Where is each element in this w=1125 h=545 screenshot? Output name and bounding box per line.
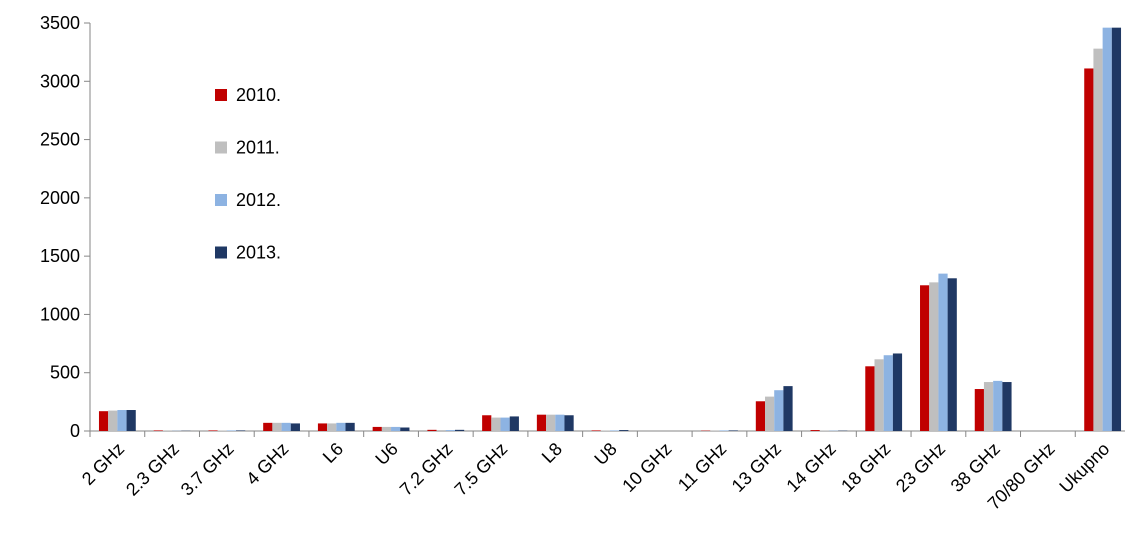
- bar: [491, 417, 501, 431]
- bar: [865, 366, 875, 431]
- bar: [482, 415, 492, 431]
- bar: [755, 401, 766, 431]
- bar: [117, 410, 127, 431]
- x-tick-label: L8: [538, 439, 566, 467]
- y-tick-label: 500: [50, 363, 80, 383]
- bar: [555, 414, 565, 431]
- bar: [317, 423, 328, 431]
- bar: [445, 430, 455, 431]
- legend-swatch: [215, 141, 227, 154]
- bar: [1084, 68, 1094, 431]
- x-tick-label: 13 GHz: [728, 439, 785, 496]
- x-tick-label: 7.2 GHz: [396, 439, 457, 500]
- bar: [546, 414, 556, 431]
- bar: [217, 430, 227, 431]
- bar: [1093, 48, 1103, 431]
- bar: [564, 415, 574, 431]
- bar: [974, 389, 984, 431]
- bar: [153, 430, 163, 431]
- bar: [208, 430, 218, 431]
- bar: [728, 430, 738, 431]
- bar: [126, 410, 136, 431]
- bar: [454, 429, 465, 431]
- bar: [600, 430, 610, 431]
- bar: [765, 396, 775, 431]
- y-tick-label: 2000: [40, 188, 80, 208]
- bar: [892, 353, 903, 431]
- bar: [427, 429, 437, 431]
- bar: [536, 414, 547, 431]
- bar: [810, 430, 820, 431]
- bar: [993, 380, 1003, 431]
- y-tick-label: 3500: [40, 13, 80, 33]
- bar: [281, 422, 291, 431]
- bar: [108, 410, 118, 431]
- bar: [327, 423, 337, 431]
- x-tick-label: 3.7 GHz: [177, 439, 238, 500]
- bar: [263, 422, 273, 431]
- bar: [783, 386, 793, 431]
- bar: [345, 422, 355, 431]
- bar: [509, 416, 519, 431]
- bar: [226, 430, 237, 431]
- bar: [436, 430, 446, 431]
- bar: [236, 430, 246, 431]
- bars: [98, 27, 1122, 432]
- bar: [774, 390, 784, 431]
- x-tick-label: U8: [590, 439, 620, 469]
- bar: [98, 411, 109, 431]
- bar: [1102, 27, 1112, 432]
- bar: [272, 422, 282, 431]
- legend-label: 2013.: [236, 243, 281, 263]
- bar: [1111, 27, 1122, 432]
- bar: [290, 423, 300, 431]
- x-tick-label: 7.5 GHz: [451, 439, 512, 500]
- bar: [874, 359, 884, 431]
- x-tick-label: 23 GHz: [892, 439, 949, 496]
- bar: [929, 282, 939, 431]
- bar: [381, 426, 392, 431]
- bar: [920, 285, 930, 431]
- bar: [619, 430, 629, 431]
- y-tick-label: 0: [70, 421, 80, 441]
- bar: [400, 427, 410, 431]
- y-tick-label: 1000: [40, 304, 80, 324]
- legend-label: 2011.: [236, 138, 280, 158]
- bar: [1002, 382, 1012, 431]
- y-tick-label: 3000: [40, 71, 80, 91]
- bar: [500, 417, 510, 431]
- bar: [938, 273, 948, 431]
- legend-label: 2012.: [236, 190, 281, 210]
- legend: 2010. 2011. 2012. 2013.: [215, 85, 281, 263]
- legend-swatch: [215, 89, 227, 101]
- bar: [372, 426, 382, 431]
- bar: [591, 430, 601, 431]
- legend-label: 2010.: [236, 85, 281, 105]
- x-tick-label: 14 GHz: [782, 439, 839, 496]
- x-tick-label: 10 GHz: [618, 439, 675, 496]
- x-tick-label: L6: [319, 439, 347, 467]
- legend-swatch: [215, 194, 227, 206]
- x-tick-label: 11 GHz: [674, 439, 730, 495]
- x-tick-label: Ukupno: [1055, 439, 1113, 497]
- bar: [947, 278, 957, 431]
- x-tick-label: 2 GHz: [78, 439, 128, 489]
- x-tick-label: 2.3 GHz: [122, 439, 183, 500]
- y-tick-label: 1500: [40, 246, 80, 266]
- x-tick-label: 18 GHz: [837, 439, 894, 496]
- bar: [610, 430, 620, 431]
- bar: [983, 382, 994, 431]
- x-tick-label: U6: [371, 439, 401, 469]
- y-axis: 0 500 1000 1500 2000 2500 3000 3500: [40, 13, 91, 441]
- y-tick-label: 2500: [40, 130, 80, 150]
- bar: [391, 426, 401, 431]
- bar: [719, 430, 729, 431]
- x-tick-label: 4 GHz: [242, 439, 292, 489]
- bar: [883, 355, 893, 431]
- legend-swatch: [215, 246, 227, 259]
- bar: [336, 422, 346, 431]
